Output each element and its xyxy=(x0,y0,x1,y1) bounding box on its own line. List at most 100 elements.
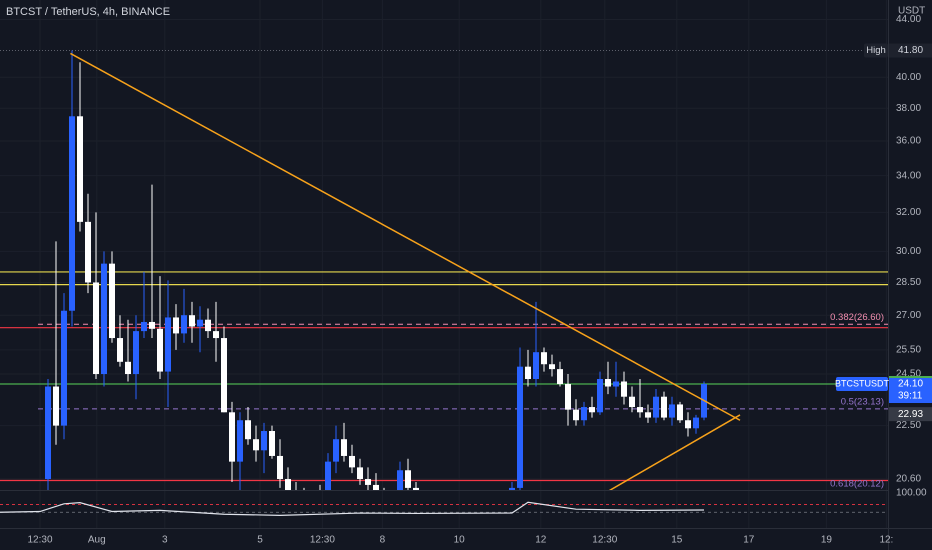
marker-price-box xyxy=(889,407,932,422)
candle-body xyxy=(93,282,99,375)
candle-body xyxy=(693,417,699,429)
candle-body xyxy=(349,455,355,468)
y-tick-label: 36.00 xyxy=(896,136,921,147)
candle-body xyxy=(341,439,347,456)
x-tick-label: 17 xyxy=(743,535,755,546)
candle-body xyxy=(525,366,531,380)
symbol-label: BTCSTUSDT xyxy=(835,378,890,388)
candle-body xyxy=(605,379,611,387)
candle-body xyxy=(237,420,243,462)
candle-body xyxy=(221,338,227,413)
candle-body xyxy=(117,338,123,362)
candle-body xyxy=(509,487,515,490)
candle-body xyxy=(333,439,339,462)
candle-body xyxy=(213,331,219,339)
candle-body xyxy=(629,396,635,408)
candle-body xyxy=(125,361,131,375)
candle-body xyxy=(149,321,155,329)
y-tick-label: 25.50 xyxy=(896,344,921,355)
candle-body xyxy=(101,263,107,375)
main-pane xyxy=(0,50,888,490)
x-tick-label: 8 xyxy=(380,535,386,546)
x-tick-label: 19 xyxy=(821,535,833,546)
candle-body xyxy=(285,479,291,490)
candle-body xyxy=(61,310,67,426)
candle-body xyxy=(45,386,51,480)
indicator-pane xyxy=(0,501,888,516)
candle-body xyxy=(269,431,275,456)
y-tick-label: 22.50 xyxy=(896,420,921,431)
x-tick-label: Aug xyxy=(88,535,106,546)
last-price-top xyxy=(889,376,932,379)
x-tick-label: 10 xyxy=(454,535,466,546)
candle-body xyxy=(549,364,555,370)
high-label-box xyxy=(864,43,888,58)
candle-body xyxy=(189,315,195,327)
y-tick-label: 27.00 xyxy=(896,310,921,321)
candle-body xyxy=(365,479,371,485)
candle-body xyxy=(277,455,283,480)
trendline xyxy=(70,52,741,421)
candle-body xyxy=(357,467,363,480)
candle-body xyxy=(373,484,379,490)
candle-body xyxy=(621,381,627,397)
x-tick-label: 12:30 xyxy=(592,535,617,546)
grid xyxy=(0,0,888,528)
candle-body xyxy=(141,321,147,332)
candle-body xyxy=(645,412,651,418)
candle-body xyxy=(581,407,587,421)
fib-label: 0.5(23.13) xyxy=(841,396,884,407)
candle-body xyxy=(565,384,571,410)
candle-body xyxy=(557,369,563,385)
candle-body xyxy=(597,379,603,413)
candle-body xyxy=(77,116,83,222)
candle-body xyxy=(325,461,331,490)
candle-body xyxy=(685,420,691,429)
x-tick-label: 12:30 xyxy=(27,535,52,546)
x-tick-label: 15 xyxy=(671,535,683,546)
candle-body xyxy=(85,221,91,283)
y-tick-label: 24.50 xyxy=(896,369,921,380)
candle-body xyxy=(69,116,75,311)
x-tick-label: 12: xyxy=(879,535,893,546)
candle-body xyxy=(205,319,211,332)
candle-body xyxy=(261,431,267,451)
candle-body xyxy=(589,407,595,413)
x-tick-label: 12:30 xyxy=(310,535,335,546)
symbol-label-box xyxy=(836,377,888,392)
candle-body xyxy=(133,331,139,375)
axes: 44.00 40.00 38.00 36.00 34.00 32.00 30.00 28.50… xyxy=(27,14,932,546)
x-tick-label: 3 xyxy=(162,535,168,546)
fib-label: 0.618(20.12) xyxy=(830,479,884,490)
candle-body xyxy=(669,404,675,418)
candle-body xyxy=(637,407,643,413)
candle-body xyxy=(181,315,187,334)
high-value: 41.80 xyxy=(898,45,923,56)
last-price: 24.10 xyxy=(898,379,923,390)
candle-body xyxy=(653,396,659,418)
y-tick-label: 34.00 xyxy=(896,170,921,181)
candle-body xyxy=(173,317,179,334)
candle-body xyxy=(157,328,163,372)
currency: USDT xyxy=(898,6,925,17)
countdown: 39:11 xyxy=(898,391,923,402)
y-tick-label: 44.00 xyxy=(896,14,921,25)
candle-body xyxy=(245,420,251,440)
x-tick-label: 5 xyxy=(257,535,263,546)
x-tick-label: 12 xyxy=(535,535,547,546)
last-price-box xyxy=(889,377,932,404)
y-tick-label: 30.00 xyxy=(896,246,921,257)
high-label: High xyxy=(866,45,886,56)
candle-body xyxy=(677,404,683,421)
marker-price: 22.93 xyxy=(898,409,923,420)
y-tick-label: 32.00 xyxy=(896,207,921,218)
fib-label: 0.382(26.60) xyxy=(830,312,884,323)
candle-body xyxy=(397,470,403,490)
high-value-box xyxy=(889,43,932,58)
y-tick-label: 20.60 xyxy=(896,474,921,485)
candle-body xyxy=(253,439,259,451)
trendline xyxy=(608,414,741,490)
